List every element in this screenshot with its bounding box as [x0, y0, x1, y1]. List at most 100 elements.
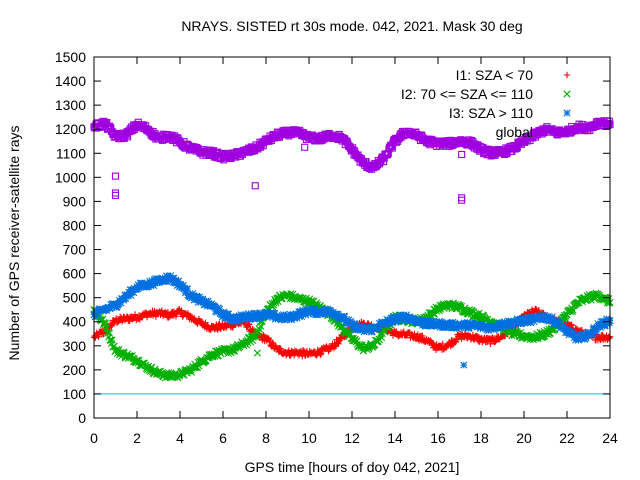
data-point-fill [512, 319, 520, 327]
data-point-fill [94, 310, 102, 318]
outlier-point [253, 349, 261, 357]
data-point-fill [287, 316, 296, 324]
outlier-point [111, 172, 120, 180]
data-point-fill [163, 310, 170, 317]
data-point-fill [222, 314, 230, 322]
data-point-fill [269, 339, 276, 346]
data-point-fill [228, 313, 236, 321]
data-point-fill [199, 295, 207, 303]
data-point-fill [548, 313, 556, 321]
data-point-fill [438, 320, 446, 328]
y-tick-label: 400 [63, 314, 87, 330]
outlier-point [251, 182, 259, 190]
y-tick-label: 300 [63, 338, 87, 354]
data-point-fill [179, 281, 187, 289]
y-tick-label: 100 [63, 386, 87, 402]
data-point-fill [183, 285, 191, 293]
data-point-fill [244, 310, 253, 318]
data-point-fill [400, 328, 407, 336]
legend-marker [563, 90, 571, 98]
data-point-fill [574, 336, 583, 344]
data-point-fill [250, 315, 258, 323]
data-point-fill [565, 331, 573, 339]
x-tick-label: 24 [602, 430, 618, 446]
data-point-fill [310, 304, 318, 313]
data-point-fill [175, 277, 183, 285]
data-point-fill [141, 309, 149, 316]
data-point-fill [105, 329, 114, 337]
y-tick-label: 800 [63, 217, 87, 233]
data-point-fill [568, 322, 575, 329]
data-point-fill [218, 313, 226, 321]
data-point-fill [102, 323, 110, 331]
data-point-fill [151, 279, 159, 287]
data-point-fill [604, 121, 612, 130]
data-point-fill [568, 307, 576, 316]
legend-marker [563, 109, 571, 117]
x-tick-label: 14 [387, 430, 403, 446]
data-point-fill [461, 324, 470, 332]
data-point-fill [185, 312, 192, 319]
data-point-fill [281, 316, 289, 324]
data-point-fill [347, 317, 355, 325]
data-point-fill [597, 323, 605, 332]
y-tick-label: 1400 [55, 73, 86, 89]
data-point-fill [131, 311, 139, 318]
legend-label: I2: 70 <= SZA <= 110 [401, 86, 533, 102]
y-tick-label: 1100 [56, 145, 86, 161]
data-point-fill [356, 326, 364, 334]
data-point-fill [605, 117, 613, 125]
outlier-point [460, 361, 468, 369]
data-point-fill [592, 327, 600, 335]
x-tick-label: 6 [219, 430, 227, 446]
outlier-points [111, 143, 468, 369]
x-tick-label: 4 [176, 430, 184, 446]
series-i3 [90, 272, 614, 344]
data-point-fill [590, 324, 598, 332]
data-point-fill [259, 313, 267, 321]
data-point-fill [368, 327, 376, 336]
data-point-fill [603, 299, 611, 307]
y-tick-label: 1300 [55, 97, 86, 113]
data-point-fill [100, 319, 108, 327]
data-point-fill [451, 319, 459, 327]
data-point-fill [489, 334, 496, 341]
outlier-point [301, 143, 309, 151]
plot-area [90, 117, 614, 395]
data-point-fill [276, 345, 284, 352]
data-point-fill [141, 279, 149, 287]
data-point-fill [605, 319, 613, 327]
axes: 0100200300400500600700800900100011001200… [55, 49, 618, 446]
data-point-fill [95, 333, 102, 340]
series-global [90, 117, 614, 173]
data-point-fill [487, 340, 494, 348]
x-axis-label: GPS time [hours of doy 042, 2021] [245, 459, 460, 475]
data-point-fill [255, 327, 263, 336]
x-tick-label: 0 [90, 430, 98, 446]
data-point-fill [335, 340, 342, 347]
data-point-fill [311, 306, 319, 314]
data-point-fill [119, 317, 126, 325]
data-point-fill [260, 311, 268, 320]
data-point-fill [374, 324, 382, 333]
y-axis-label: Number of GPS receiver-satellite rays [6, 126, 22, 361]
x-tick-label: 10 [301, 430, 317, 446]
data-point-fill [293, 314, 301, 322]
data-point-fill [411, 330, 418, 338]
data-point-fill [560, 322, 568, 330]
data-point-fill [588, 329, 597, 337]
data-point-fill [532, 305, 540, 313]
data-point-fill [215, 321, 222, 328]
data-point-fill [530, 317, 538, 326]
data-point-fill [220, 324, 227, 332]
data-point-fill [216, 305, 224, 313]
y-tick-label: 1500 [55, 49, 86, 65]
data-point-fill [108, 336, 116, 344]
data-point-fill [317, 351, 324, 358]
outlier-point [458, 196, 466, 204]
data-point-fill [298, 312, 306, 320]
data-point-fill [388, 318, 396, 326]
data-point-fill [389, 332, 397, 339]
data-point-fill [601, 321, 609, 329]
